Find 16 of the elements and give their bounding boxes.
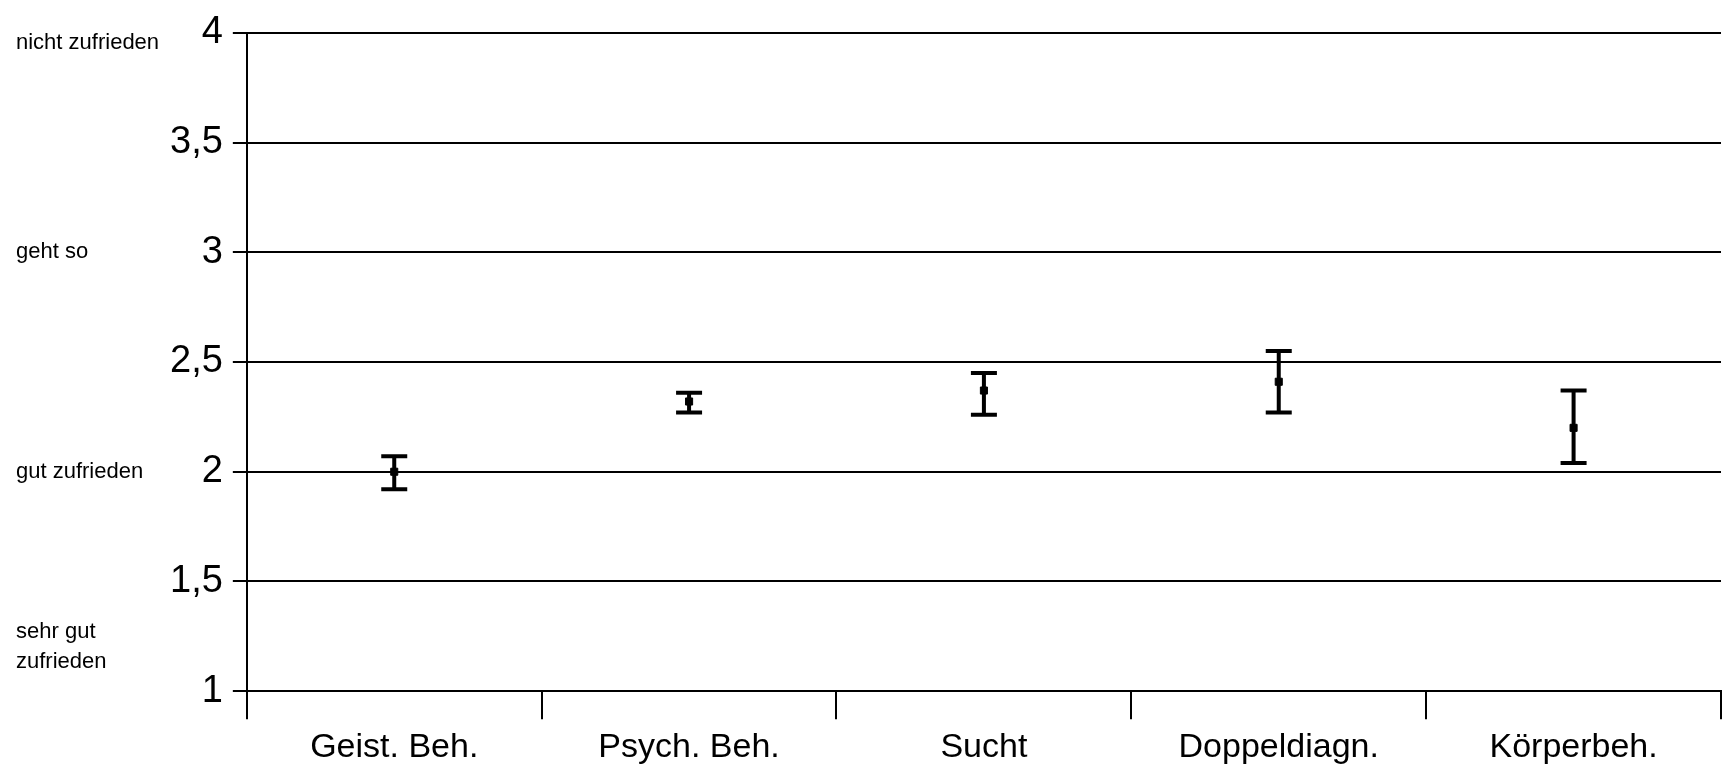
y-tick-label: 3 (201, 228, 223, 271)
text: geht so (16, 238, 89, 264)
x-tick-label: Doppeldiagn. (1178, 725, 1379, 764)
y-tick-label: 2,5 (170, 338, 223, 381)
text: gut zufrieden (16, 458, 144, 484)
y-tick-label: 3,5 (170, 119, 223, 162)
y-tick-label: 1,5 (170, 557, 223, 600)
text: nicht zufrieden (16, 28, 160, 54)
x-tick-label: Sucht (940, 725, 1028, 764)
x-tick-label: Geist. Beh. (310, 725, 479, 764)
x-tick-label: Körperbeh. (1489, 725, 1658, 764)
y-tick-label: 4 (201, 9, 223, 52)
text: sehr gut zufrieden (16, 618, 107, 674)
x-tick-label: Psych. Beh. (598, 725, 780, 764)
y-tick-label: 1 (201, 667, 223, 710)
y-tick-label: 2 (201, 448, 223, 491)
